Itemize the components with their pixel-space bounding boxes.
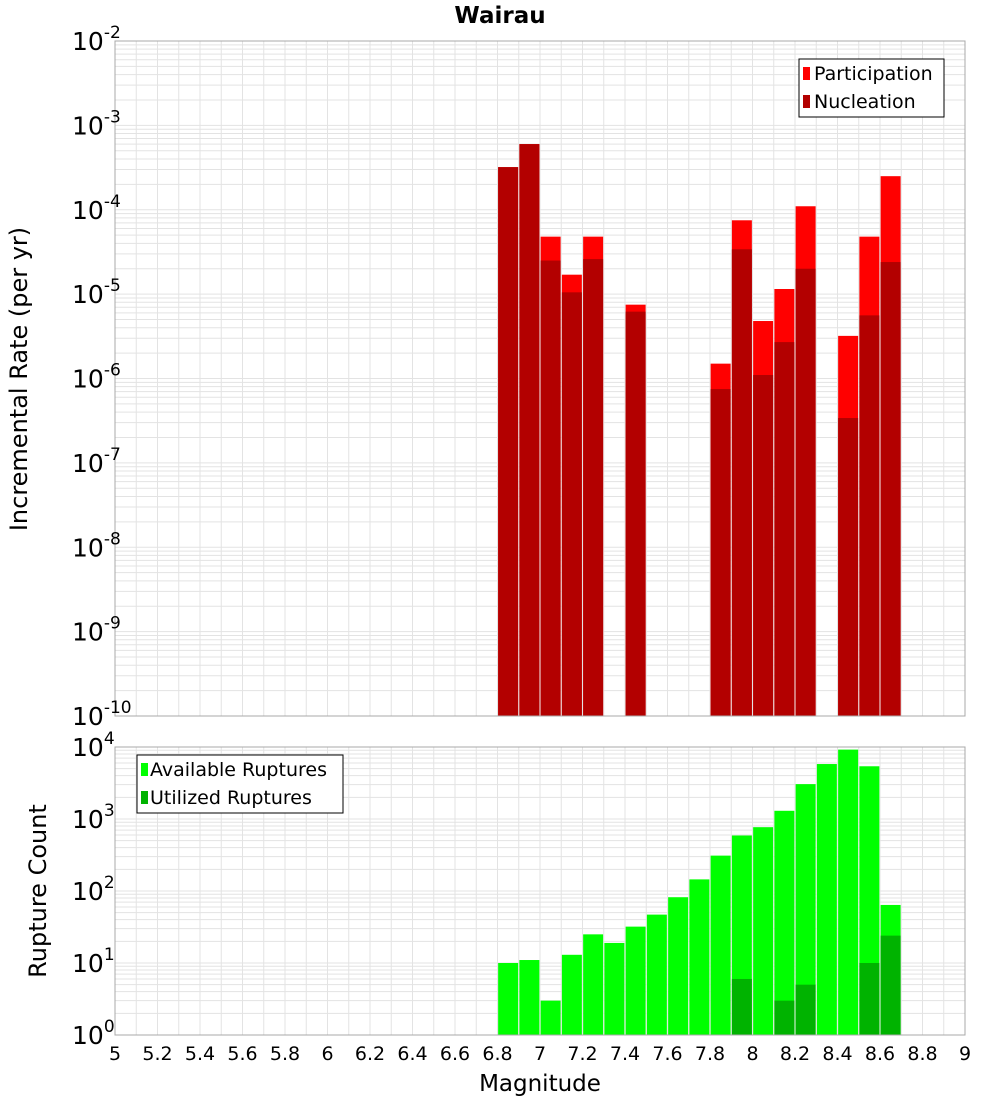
- x-tick-label: 6.8: [482, 1043, 512, 1065]
- rate-panel: 10-2 10-3 10-4 10-5 10-6 10-7 10-8 10-9 10-10 In…: [5, 23, 966, 731]
- count-y-tick-label: 103: [72, 801, 115, 834]
- legend-swatch-available: [141, 763, 148, 776]
- rate-y-axis-label: Incremental Rate (per yr): [5, 227, 33, 531]
- legend-label-utilized: Utilized Ruptures: [150, 787, 312, 809]
- x-tick-label: 6.6: [440, 1043, 470, 1065]
- rate-y-tick-label: 10-4: [72, 192, 121, 225]
- x-tick-label: 7: [534, 1043, 546, 1065]
- rate-bar-nucleation: [753, 375, 774, 716]
- legend-label-available: Available Ruptures: [150, 759, 327, 781]
- rate-bar-nucleation: [859, 315, 880, 716]
- count-y-tick-label: 102: [72, 873, 115, 906]
- x-tick-label: 5: [109, 1043, 121, 1065]
- count-bar-available-ruptures: [561, 954, 582, 1035]
- rate-bar-nucleation: [561, 292, 582, 716]
- x-tick-label: 8.6: [865, 1043, 895, 1065]
- x-tick-label: 8.4: [822, 1043, 852, 1065]
- rate-bar-nucleation: [498, 167, 519, 716]
- rate-bar-nucleation: [731, 249, 752, 716]
- rate-y-tick-label: 10-10: [72, 698, 132, 731]
- rate-y-tick-label: 10-5: [72, 276, 121, 309]
- rate-bar-nucleation: [880, 262, 901, 716]
- x-tick-label: 7.2: [567, 1043, 597, 1065]
- x-tick-label: 5.8: [270, 1043, 300, 1065]
- count-bar-available-ruptures: [689, 879, 710, 1035]
- legend-swatch-participation: [803, 67, 810, 80]
- legend-label-participation: Participation: [814, 63, 933, 85]
- rate-y-tick-label: 10-7: [72, 445, 121, 478]
- count-y-tick-label: 101: [72, 945, 115, 978]
- x-tick-label: 5.6: [227, 1043, 257, 1065]
- rate-bar-nucleation: [519, 144, 540, 716]
- rate-y-tick-label: 10-6: [72, 361, 121, 394]
- count-bar-available-ruptures: [753, 827, 774, 1035]
- rate-y-tick-label: 10-9: [72, 614, 121, 647]
- rate-bar-nucleation: [774, 342, 795, 716]
- rate-bar-nucleation: [710, 389, 731, 716]
- rate-grid: [114, 41, 966, 717]
- x-tick-label: 7.4: [610, 1043, 640, 1065]
- rate-bar-nucleation: [625, 311, 646, 716]
- count-bar-utilized-ruptures: [880, 935, 901, 1035]
- legend-swatch-utilized: [141, 791, 148, 804]
- x-tick-label: 8.2: [780, 1043, 810, 1065]
- rate-bar-nucleation: [583, 259, 604, 716]
- rate-bar-nucleation: [838, 418, 859, 716]
- legend-swatch-nucleation: [803, 95, 810, 108]
- count-bar-available-ruptures: [604, 942, 625, 1035]
- count-bar-available-ruptures: [774, 810, 795, 1035]
- x-axis-label: Magnitude: [479, 1071, 601, 1097]
- count-bar-utilized-ruptures: [859, 963, 880, 1035]
- count-bar-available-ruptures: [816, 764, 837, 1035]
- rate-bars: [498, 144, 901, 717]
- rate-y-ticks: 10-2 10-3 10-4 10-5 10-6 10-7 10-8 10-9 10-10: [72, 23, 132, 731]
- x-tick-label: 8.8: [907, 1043, 937, 1065]
- count-bar-available-ruptures: [540, 1000, 561, 1035]
- count-legend: Available Ruptures Utilized Ruptures: [136, 754, 344, 814]
- count-bar-available-ruptures: [710, 855, 731, 1035]
- count-bars: [498, 749, 901, 1035]
- count-bar-available-ruptures: [625, 926, 646, 1035]
- rate-legend-box: [798, 58, 945, 118]
- x-tick-label: 6.4: [397, 1043, 427, 1065]
- rate-y-tick-label: 10-3: [72, 107, 121, 140]
- count-panel: 104 103 102 101 100 5 5.2 5.4 5.6 5.8 6 6.2 6.4 6.6 6…: [24, 729, 971, 1097]
- x-tick-label: 7.6: [652, 1043, 682, 1065]
- count-bar-available-ruptures: [646, 914, 667, 1035]
- x-tick-label: 6: [321, 1043, 333, 1065]
- x-tick-label: 7.8: [695, 1043, 725, 1065]
- magnitude-x-ticks: 5 5.2 5.4 5.6 5.8 6 6.2 6.4 6.6 6.8 7 7.2 7.4 7.6 7.8 8…: [109, 1043, 971, 1065]
- count-bar-available-ruptures: [795, 784, 816, 1035]
- x-tick-label: 8: [746, 1043, 758, 1065]
- x-tick-label: 6.2: [355, 1043, 385, 1065]
- x-tick-label: 5.4: [185, 1043, 215, 1065]
- chart-title: Wairau: [454, 3, 545, 29]
- count-bar-utilized-ruptures: [731, 978, 752, 1035]
- count-bar-available-ruptures: [838, 749, 859, 1035]
- count-y-tick-label: 104: [72, 729, 115, 762]
- count-bar-available-ruptures: [668, 897, 689, 1035]
- rate-plot-frame: [114, 40, 966, 717]
- rate-y-tick-label: 10-2: [72, 23, 121, 56]
- count-plot-frame: [114, 746, 966, 1036]
- count-bar-available-ruptures: [583, 934, 604, 1035]
- x-tick-label: 9: [959, 1043, 971, 1065]
- rate-y-tick-label: 10-8: [72, 529, 121, 562]
- legend-label-nucleation: Nucleation: [814, 91, 916, 113]
- count-bar-available-ruptures: [519, 960, 540, 1035]
- count-bar-utilized-ruptures: [795, 984, 816, 1035]
- count-bar-utilized-ruptures: [774, 1000, 795, 1035]
- rate-bar-nucleation: [540, 260, 561, 716]
- x-tick-label: 5.2: [142, 1043, 172, 1065]
- count-y-tick-label: 100: [72, 1017, 115, 1050]
- rate-bar-nucleation: [795, 268, 816, 716]
- rate-legend: Participation Nucleation: [798, 58, 945, 118]
- count-bar-available-ruptures: [498, 963, 519, 1035]
- count-y-ticks: 104 103 102 101 100: [72, 729, 115, 1050]
- count-legend-box: [136, 754, 344, 814]
- count-y-axis-label: Rupture Count: [24, 804, 52, 978]
